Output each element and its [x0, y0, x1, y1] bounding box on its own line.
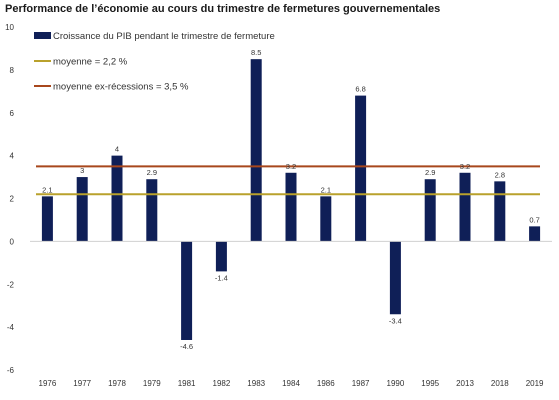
bar-1981: [181, 241, 193, 340]
legend-label-series: Croissance du PIB pendant le trimestre d…: [53, 31, 275, 42]
data-label-1995: 2.9: [425, 168, 435, 177]
x-tick-label: 1984: [282, 379, 300, 388]
x-tick-label: 2018: [491, 379, 509, 388]
x-tick-label: 1981: [178, 379, 196, 388]
legend-label-ref-1: moyenne ex-récessions = 3,5 %: [53, 82, 189, 93]
x-tick-label: 1986: [317, 379, 335, 388]
y-tick-label: 6: [10, 109, 15, 118]
bar-1976: [41, 196, 53, 242]
y-tick-label: -6: [7, 366, 15, 375]
chart-title: Performance de l’économie au cours du tr…: [5, 3, 441, 15]
data-label-1986: 2.1: [321, 185, 331, 194]
bar-1984: [285, 172, 297, 242]
bar-1978: [111, 155, 123, 242]
x-axis-ticks: 1976 1977 1978 1979 1981 1982 1983 1984 1986 1987…: [39, 379, 545, 388]
bar-1979: [146, 179, 158, 242]
y-tick-label: 4: [10, 152, 15, 161]
x-tick-label: 1982: [213, 379, 231, 388]
bar-1995: [424, 179, 436, 242]
bar-1986: [320, 196, 332, 242]
legend-swatch-series: [34, 32, 51, 39]
data-label-1983: 8.5: [251, 48, 261, 57]
data-label-1976: 2.1: [42, 185, 52, 194]
x-tick-label: 1983: [247, 379, 265, 388]
y-tick-label: -2: [7, 280, 15, 289]
data-label-1981: -4.6: [180, 342, 193, 351]
x-tick-label: 2013: [456, 379, 474, 388]
bar-1982: [215, 241, 227, 272]
x-tick-label: 1987: [352, 379, 370, 388]
legend-label-ref-0: moyenne = 2,2 %: [53, 57, 128, 68]
legend: Croissance du PIB pendant le trimestre d…: [34, 31, 275, 93]
x-tick-label: 1978: [108, 379, 126, 388]
data-label-1977: 3: [80, 166, 84, 175]
y-tick-label: 8: [10, 66, 15, 75]
bar-2018: [494, 181, 506, 242]
x-tick-label: 1990: [387, 379, 405, 388]
data-label-1990: -3.4: [389, 316, 402, 325]
x-tick-label: 1979: [143, 379, 161, 388]
x-tick-label: 2019: [526, 379, 544, 388]
data-label-2018: 2.8: [495, 170, 505, 179]
x-tick-label: 1995: [421, 379, 439, 388]
data-label-2019: 0.7: [529, 215, 539, 224]
data-label-1984: 3.2: [286, 162, 296, 171]
y-tick-label: 2: [10, 195, 15, 204]
y-axis-ticks: -6 -4 -2 0 2 4 6 8 10: [5, 23, 14, 375]
bar-2019: [529, 226, 541, 242]
bar-1990: [389, 241, 401, 315]
data-labels: 2.1 3 4 2.9 -4.6 -1.4 8.5 3.2 2.1 6.8 -3.4 2.9 3.2 2.…: [42, 48, 540, 351]
y-tick-label: 10: [5, 23, 14, 32]
x-tick-label: 1976: [39, 379, 57, 388]
bar-2013: [459, 172, 471, 242]
bar-1983: [250, 59, 262, 242]
x-tick-label: 1977: [73, 379, 91, 388]
data-label-1982: -1.4: [215, 273, 228, 282]
reference-lines: [36, 165, 540, 196]
data-label-1979: 2.9: [147, 168, 157, 177]
data-label-1987: 6.8: [355, 85, 365, 94]
bar-1987: [355, 95, 367, 242]
bar-1977: [76, 177, 88, 242]
y-tick-label: -4: [7, 323, 15, 332]
bars: [41, 59, 541, 340]
data-label-1978: 4: [115, 145, 119, 154]
data-label-2013: 3.2: [460, 162, 470, 171]
y-tick-label: 0: [10, 237, 15, 246]
